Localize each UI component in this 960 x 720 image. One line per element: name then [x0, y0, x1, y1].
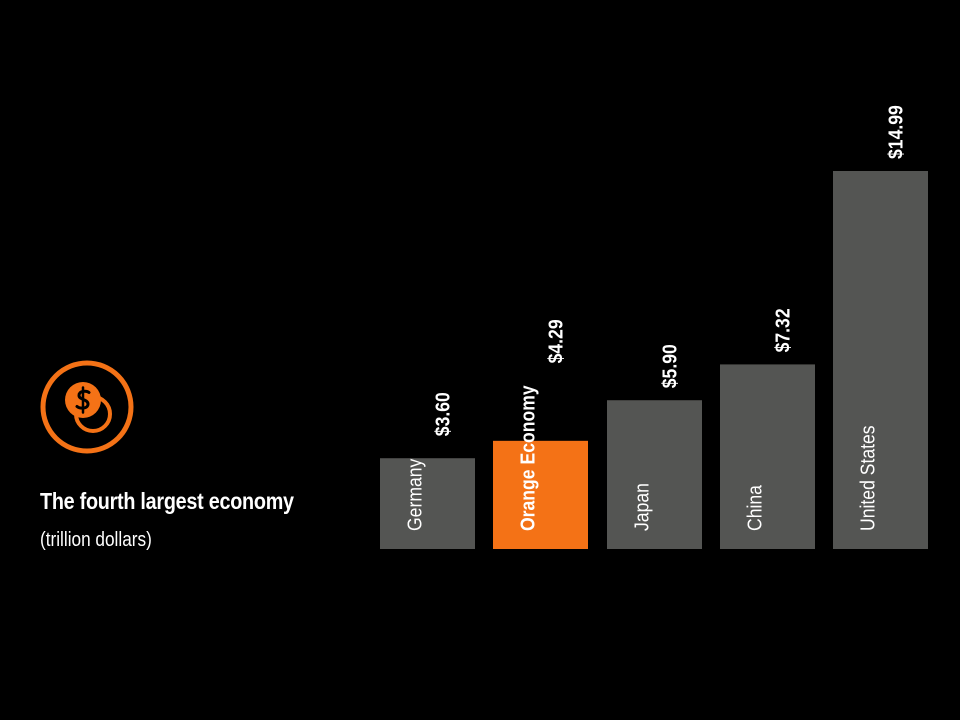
value-label-orange-economy: $4.29 — [544, 319, 566, 363]
value-label-japan: $5.90 — [658, 344, 680, 388]
category-label-united-states: United States — [856, 425, 878, 531]
value-label-united-states: $14.99 — [884, 105, 906, 159]
category-label-germany: Germany — [403, 458, 425, 531]
category-label-china: China — [743, 485, 765, 531]
bar-japan — [607, 400, 702, 549]
bar-orange-economy — [493, 441, 588, 549]
value-label-china: $7.32 — [771, 308, 793, 352]
value-label-germany: $3.60 — [431, 392, 453, 436]
bar-united-states — [833, 171, 928, 549]
category-label-orange-economy: Orange Economy — [516, 385, 538, 531]
category-label-japan: Japan — [630, 483, 652, 531]
bar-germany — [380, 458, 475, 549]
bar-china — [720, 364, 815, 549]
